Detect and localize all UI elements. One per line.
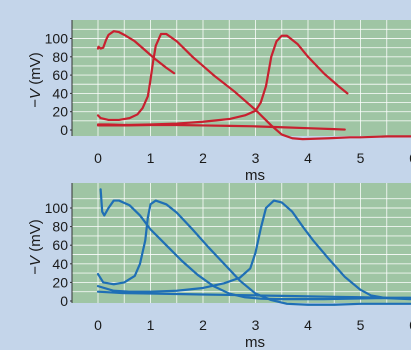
x-tick-label: 0: [94, 150, 102, 166]
y-tick-label: 40: [52, 85, 68, 101]
bottom-x-axis-label: ms: [245, 334, 265, 350]
series-line-2: [96, 199, 411, 306]
series-line-1: [99, 188, 411, 301]
bottom-y-tick-labels: 0 20 40 60 80 100: [45, 200, 72, 309]
y-tick-label: 0: [60, 122, 68, 138]
x-tick-label: 1: [147, 150, 155, 166]
y-tick-label: 80: [52, 49, 68, 65]
y-tick-label: 100: [45, 31, 69, 47]
x-tick-label: 2: [199, 150, 207, 166]
x-tick-label: 3: [252, 317, 260, 333]
top-chart: 0 20 40 60 80 100 0 1 2 3 4 5 6 ms −V (mV): [27, 20, 411, 184]
x-tick-label: 6: [409, 317, 411, 333]
top-x-axis-label: ms: [245, 167, 265, 184]
top-grid: [72, 20, 411, 136]
y-tick-label: 20: [52, 274, 68, 290]
series-line-2: [96, 32, 411, 141]
top-y-axis-label: −V (mV): [27, 52, 44, 107]
x-tick-label: 2: [199, 317, 207, 333]
y-tick-label: 0: [60, 293, 68, 309]
x-tick-label: 4: [304, 150, 312, 166]
bottom-grid: [72, 183, 411, 303]
bottom-x-tick-labels: 0 1 2 3 4 5 6: [94, 317, 411, 333]
y-tick-label: 100: [45, 200, 69, 216]
top-x-tick-labels: 0 1 2 3 4 5 6: [94, 150, 411, 166]
x-tick-label: 1: [147, 317, 155, 333]
x-tick-label: 5: [357, 150, 365, 166]
bottom-y-axis-label: −V (mV): [27, 219, 44, 274]
y-tick-label: 20: [52, 104, 68, 120]
bottom-chart: 0 20 40 60 80 100 0 1 2 3 4 5 6 ms −V (mV): [27, 183, 411, 350]
y-tick-label: 60: [52, 67, 68, 83]
x-tick-label: 5: [357, 317, 365, 333]
top-series: [96, 30, 411, 141]
y-tick-label: 40: [52, 256, 68, 272]
y-tick-label: 80: [52, 219, 68, 235]
series-line-4: [96, 290, 411, 300]
top-y-tick-labels: 0 20 40 60 80 100: [45, 31, 72, 138]
series-line-4: [96, 123, 346, 131]
bottom-series: [96, 188, 411, 306]
x-tick-label: 6: [409, 150, 411, 166]
x-tick-label: 4: [304, 317, 312, 333]
series-line-3: [96, 199, 411, 301]
x-tick-label: 3: [252, 150, 260, 166]
x-tick-label: 0: [94, 317, 102, 333]
y-tick-label: 60: [52, 237, 68, 253]
